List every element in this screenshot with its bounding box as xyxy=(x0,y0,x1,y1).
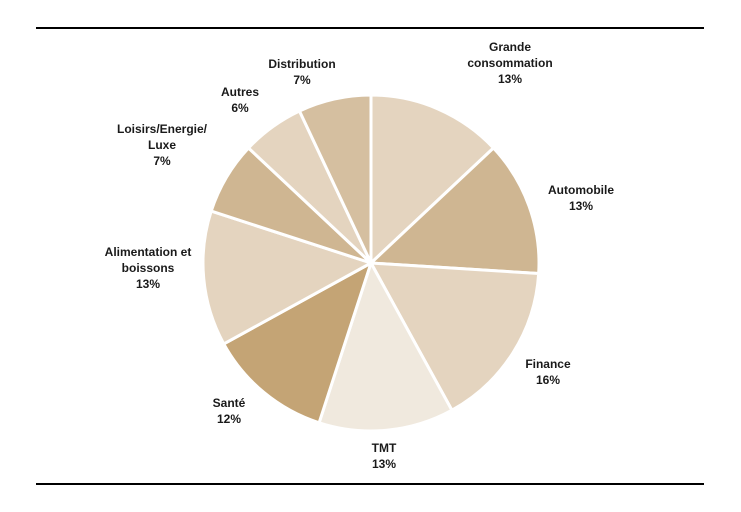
pie-value-label: 13% xyxy=(569,199,593,213)
pie-category-label: Automobile xyxy=(548,183,614,197)
pie-category-label: Loisirs/Energie/ xyxy=(117,122,208,136)
pie-value-label: 7% xyxy=(153,154,171,168)
pie-category-label: Finance xyxy=(525,357,571,371)
pie-slices xyxy=(201,93,541,433)
pie-category-label: Alimentation et xyxy=(105,245,192,259)
top-rule xyxy=(36,27,704,29)
pie-category-label: Santé xyxy=(213,396,246,410)
pie-slice-sante xyxy=(222,261,373,425)
pie-slice-grande-consommation xyxy=(369,93,495,265)
bottom-rule xyxy=(36,483,704,485)
pie-category-label: Luxe xyxy=(148,138,176,152)
pie-label-alimentation-et-boissons: Alimentation et boissons 13% xyxy=(105,245,192,291)
pie-label-distribution: Distribution 7% xyxy=(268,57,335,87)
pie-category-label: Distribution xyxy=(268,57,335,71)
pie-value-label: 13% xyxy=(498,72,522,86)
pie-slice-alimentation-et-boissons xyxy=(201,209,373,346)
pie-label-tmt: TMT 13% xyxy=(372,441,397,471)
pie-value-label: 13% xyxy=(372,457,396,471)
pie-value-label: 13% xyxy=(136,277,160,291)
pie-label-finance: Finance 16% xyxy=(525,357,571,387)
pie-value-label: 16% xyxy=(536,373,560,387)
pie-slice-tmt xyxy=(317,261,454,433)
pie-category-label: Autres xyxy=(221,85,259,99)
pie-slice-distribution xyxy=(297,93,373,265)
pie-category-label: TMT xyxy=(372,441,397,455)
pie-value-label: 12% xyxy=(217,412,241,426)
pie-labels: Grande consommation 13% Automobile 13% Financ… xyxy=(105,40,615,471)
pie-label-automobile: Automobile 13% xyxy=(548,183,614,213)
pie-slice-automobile xyxy=(369,146,541,276)
pie-value-label: 7% xyxy=(293,73,311,87)
pie-slice-finance xyxy=(369,261,541,412)
pie-label-loisirs-energie-luxe: Loisirs/Energie/Luxe 7% xyxy=(117,122,208,168)
pie-label-sante: Santé 12% xyxy=(213,396,246,426)
pie-category-label: boissons xyxy=(122,261,175,275)
pie-label-grande-consommation: Grande consommation 13% xyxy=(467,40,552,86)
pie-category-label: Grande xyxy=(489,40,531,54)
pie-label-autres: Autres 6% xyxy=(221,85,259,115)
pie-value-label: 6% xyxy=(231,101,249,115)
pie-category-label: consommation xyxy=(467,56,552,70)
